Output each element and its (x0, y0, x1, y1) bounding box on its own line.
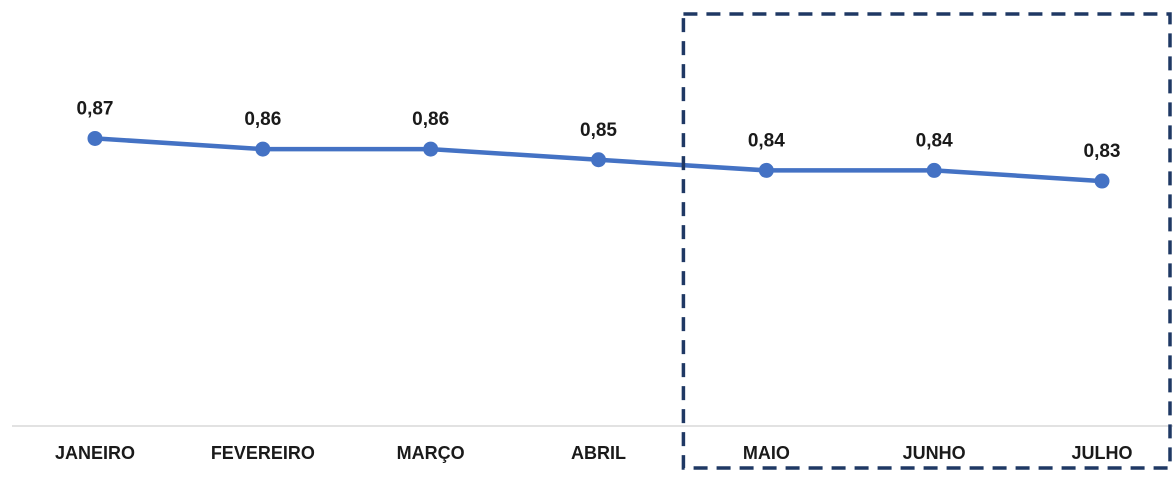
category-label-junho: JUNHO (903, 443, 966, 463)
data-point-março (423, 141, 439, 157)
category-label-março: MARÇO (397, 443, 465, 463)
data-point-julho (1094, 173, 1110, 189)
data-point-fevereiro (255, 141, 271, 157)
data-label-maio: 0,84 (748, 130, 785, 151)
category-label-julho: JULHO (1071, 443, 1132, 463)
data-point-maio (758, 162, 774, 178)
label-layer: 0,87 0,86 0,86 0,85 0,84 0,84 0,83 (77, 98, 1121, 162)
highlight-layer (681, 12, 1172, 470)
data-label-junho: 0,84 (916, 130, 953, 151)
data-label-fevereiro: 0,86 (244, 109, 281, 130)
category-label-maio: MAIO (743, 443, 790, 463)
category-label-fevereiro: FEVEREIRO (211, 443, 315, 463)
series-layer (87, 130, 1110, 189)
data-label-julho: 0,83 (1084, 141, 1121, 162)
data-label-março: 0,86 (412, 109, 449, 130)
data-point-janeiro (87, 130, 103, 146)
data-label-janeiro: 0,87 (77, 98, 114, 119)
category-layer: JANEIRO FEVEREIRO MARÇO ABRIL MAIO JUNHO JULHO (55, 443, 1133, 463)
data-label-abril: 0,85 (580, 120, 617, 141)
data-point-abril (591, 152, 606, 168)
highlight-dashed-box (681, 12, 1172, 470)
category-label-abril: ABRIL (571, 443, 626, 463)
category-label-janeiro: JANEIRO (55, 443, 135, 463)
data-point-junho (926, 162, 942, 178)
